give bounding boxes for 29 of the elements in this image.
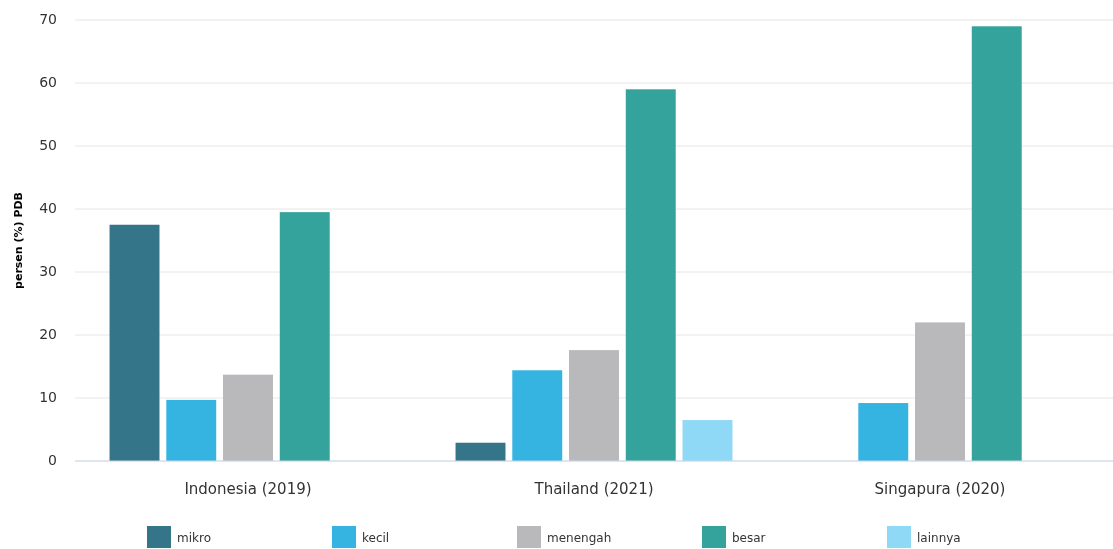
legend-label: kecil — [362, 530, 390, 545]
bar — [682, 420, 733, 461]
x-tick-label: Singapura (2020) — [874, 480, 1006, 498]
x-tick-label: Indonesia (2019) — [184, 480, 312, 498]
y-tick-label: 0 — [48, 452, 57, 468]
legend-label: mikro — [177, 530, 211, 545]
x-tick-label: Thailand (2021) — [533, 480, 654, 498]
y-tick-label: 10 — [39, 389, 57, 405]
bar — [569, 350, 619, 461]
bar — [109, 224, 160, 461]
bar — [512, 370, 563, 461]
bar — [455, 442, 506, 461]
bar — [166, 399, 217, 461]
legend-label: besar — [732, 530, 766, 545]
bar — [625, 89, 676, 461]
bar — [279, 212, 330, 461]
bar — [858, 403, 909, 461]
bar — [915, 322, 965, 461]
y-tick-label: 70 — [39, 11, 57, 27]
legend-label: menengah — [547, 530, 612, 545]
y-axis-title: persen (%) PDB — [12, 192, 25, 289]
y-tick-label: 20 — [39, 326, 57, 342]
bar — [971, 26, 1022, 461]
y-tick-label: 60 — [39, 74, 57, 90]
bar — [223, 374, 273, 461]
y-tick-label: 50 — [39, 137, 57, 153]
legend-label: lainnya — [917, 530, 961, 545]
y-tick-label: 30 — [39, 263, 57, 279]
y-tick-label: 40 — [39, 200, 57, 216]
